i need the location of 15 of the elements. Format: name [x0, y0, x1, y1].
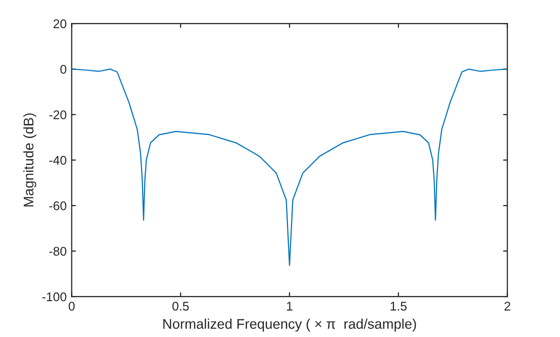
x-tick-label: 2 — [504, 302, 510, 310]
x-tick-label: 1.5 — [390, 302, 407, 311]
line-series — [72, 68, 508, 266]
x-axis-title: Normalized Frequency ( × π rad/sample) — [163, 318, 416, 332]
y-tick-label: -40 — [49, 156, 66, 165]
y-tick-label: 20 — [54, 19, 66, 28]
y-tick-label: -100 — [42, 292, 66, 302]
x-tick-label: 1 — [287, 302, 292, 310]
y-axis-title: Magnitude (dB) — [23, 113, 36, 206]
y-tick-label: -20 — [49, 110, 66, 120]
x-tick-label: 0 — [68, 302, 75, 311]
y-tick-label: -80 — [49, 246, 66, 256]
y-tick-label: 0 — [60, 64, 66, 74]
y-tick-label: -60 — [49, 201, 66, 210]
x-tick-label: 0.5 — [172, 302, 189, 311]
